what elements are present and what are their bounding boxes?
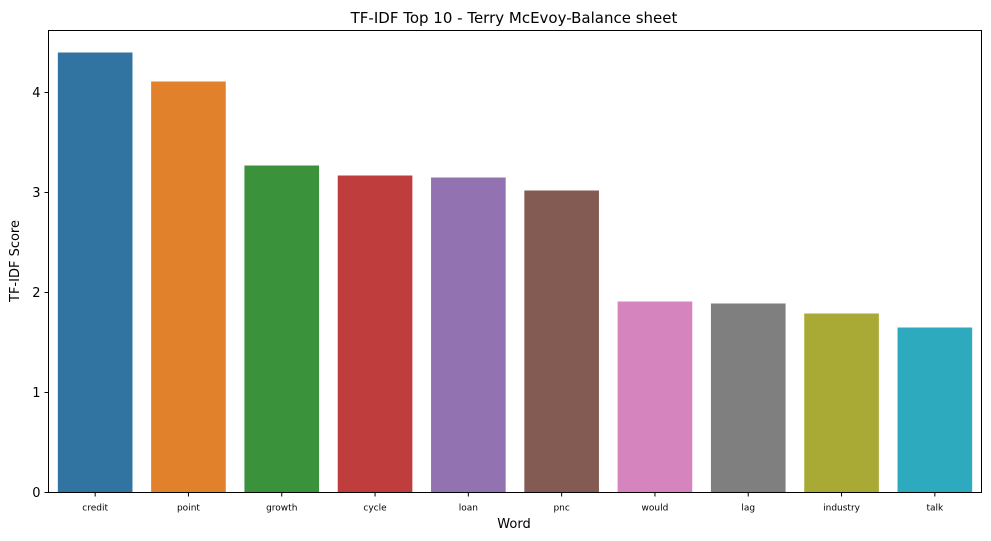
bars-group [57,52,973,493]
bar-talk [897,327,973,493]
bar-lag [710,303,786,493]
bar-industry [804,313,879,493]
x-tick-label: industry [823,504,861,514]
bar-point [151,81,226,493]
x-tick-label: cycle [363,504,387,514]
x-tick-label: loan [459,504,478,514]
x-axis-label: Word [497,517,530,532]
plot-frame [48,30,982,493]
x-tick-label: credit [82,504,108,514]
chart-title: TF-IDF Top 10 - Terry McEvoy-Balance she… [350,9,678,27]
y-tick-label: 0 [32,486,40,501]
y-tick-label: 2 [32,286,40,301]
x-tick-label: talk [926,504,944,514]
x-tick-label: point [177,504,200,514]
x-tick-label: growth [266,504,297,514]
y-axis-label: TF-IDF Score [8,220,23,303]
x-tick-label: lag [741,504,755,514]
bar-would [617,301,693,493]
x-tick-label: pnc [553,504,569,514]
x-tick-label: would [642,504,669,514]
bar-growth [244,165,320,493]
y-tick-label: 4 [32,86,40,101]
y-axis-ticks: 0 1 2 3 4 [32,86,49,501]
x-axis-ticks: credit point growth cycle loan pnc would lag ind… [82,492,944,514]
y-tick-label: 3 [32,186,40,201]
bar-loan [431,177,506,493]
y-tick-label: 1 [32,386,40,401]
bar-credit [57,52,133,493]
bar-pnc [524,190,599,493]
bar-cycle [337,175,413,493]
